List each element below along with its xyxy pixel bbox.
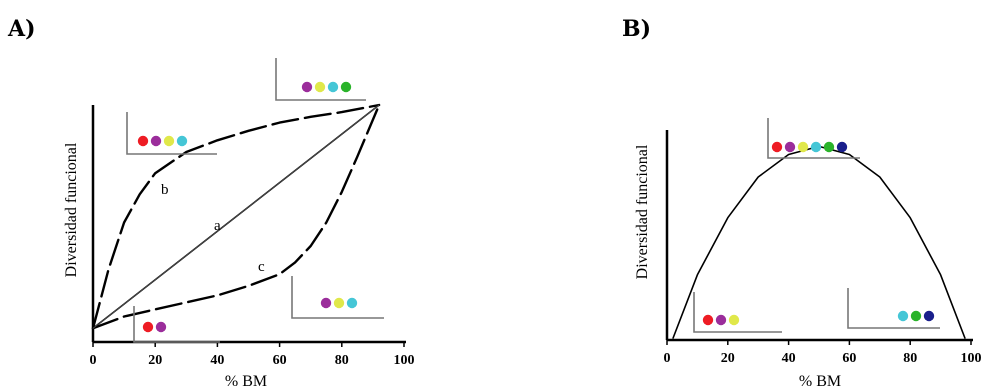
panel-a-legend-box-0 [126, 112, 217, 155]
panel-b-label: B) [622, 16, 651, 42]
legend-dot [333, 297, 345, 309]
legend-dot [810, 141, 822, 153]
panel-a-x-tick-label: 100 [394, 353, 415, 368]
legend-dot [346, 297, 358, 309]
legend-dot [715, 314, 727, 326]
panel-b-x-tick-label: 0 [664, 351, 671, 366]
legend-dot [137, 135, 149, 147]
legend-frame [133, 306, 220, 343]
legend-dot [320, 297, 332, 309]
panel-b-legend-box-0 [767, 118, 860, 159]
panel-a-legend-boxes [126, 58, 384, 343]
curve-c-label: c [258, 259, 265, 275]
legend-dot [897, 310, 909, 322]
panel-a-x-tick-label: 60 [273, 353, 287, 368]
legend-dot [327, 81, 339, 93]
legend-dot [301, 81, 313, 93]
curve-b-label: b [161, 182, 169, 198]
panel-a-y-axis-title: Diversidad funcional [63, 142, 80, 277]
legend-frame [126, 112, 217, 155]
legend-dot [155, 321, 167, 333]
panel-b-curves [672, 145, 966, 339]
panel-a-x-tick-label: 20 [148, 353, 162, 368]
panel-a-x-tick-label: 40 [210, 353, 224, 368]
legend-dot [150, 135, 162, 147]
curve-b [91, 103, 381, 330]
panel-b-x-ticks: 0 20 40 60 80 100 [664, 340, 982, 366]
legend-dot [340, 81, 352, 93]
panel-a-x-tick-label: 0 [90, 353, 97, 368]
panel-b-x-tick-label: 60 [842, 351, 856, 366]
legend-dot [314, 81, 326, 93]
legend-dot [797, 141, 809, 153]
panel-a-curves [91, 103, 381, 330]
legend-dot [836, 141, 848, 153]
panel-b-x-tick-label: 100 [961, 351, 982, 366]
panel-a-legend-box-1 [275, 58, 366, 101]
panel-b-legend-boxes [693, 118, 940, 333]
legend-dot [702, 314, 714, 326]
panel-b-x-axis-title: % BM [799, 373, 841, 390]
panel-b: B) Diversidad funcional % BM 0 20 40 60 80 10… [622, 16, 982, 390]
panel-a-x-ticks: 0 20 40 60 80 100 [90, 342, 415, 368]
panel-b-legend-box-1 [693, 292, 782, 333]
panel-b-curve-0 [672, 145, 966, 339]
panel-b-y-axis-title: Diversidad funcional [634, 144, 651, 279]
panel-b-legend-box-2 [847, 288, 940, 329]
legend-dot [176, 135, 188, 147]
panel-b-x-tick-label: 20 [721, 351, 735, 366]
legend-dot [823, 141, 835, 153]
legend-frame [767, 118, 860, 159]
panel-a-label: A) [7, 16, 35, 42]
panel-a: A) Diversidad funcional % BM 0 20 40 60 80 10… [7, 16, 415, 390]
legend-dot [784, 141, 796, 153]
legend-dot [923, 310, 935, 322]
curve-a-label: a [214, 218, 221, 234]
panel-a-curve-3 [92, 104, 380, 329]
panel-a-x-tick-label: 80 [335, 353, 349, 368]
legend-dot [771, 141, 783, 153]
panel-b-axes [665, 130, 973, 342]
legend-frame [275, 58, 366, 101]
legend-dot [910, 310, 922, 322]
panel-b-x-tick-label: 40 [782, 351, 796, 366]
panel-a-legend-box-2 [291, 276, 384, 319]
legend-dot [728, 314, 740, 326]
panel-a-x-axis-title: % BM [225, 373, 267, 390]
curve-c [91, 103, 381, 330]
legend-frame [291, 276, 384, 319]
legend-frame [693, 292, 782, 333]
panel-b-x-tick-label: 80 [903, 351, 917, 366]
panel-a-legend-box-3 [133, 306, 220, 343]
legend-frame [847, 288, 940, 329]
legend-dot [163, 135, 175, 147]
legend-dot [142, 321, 154, 333]
